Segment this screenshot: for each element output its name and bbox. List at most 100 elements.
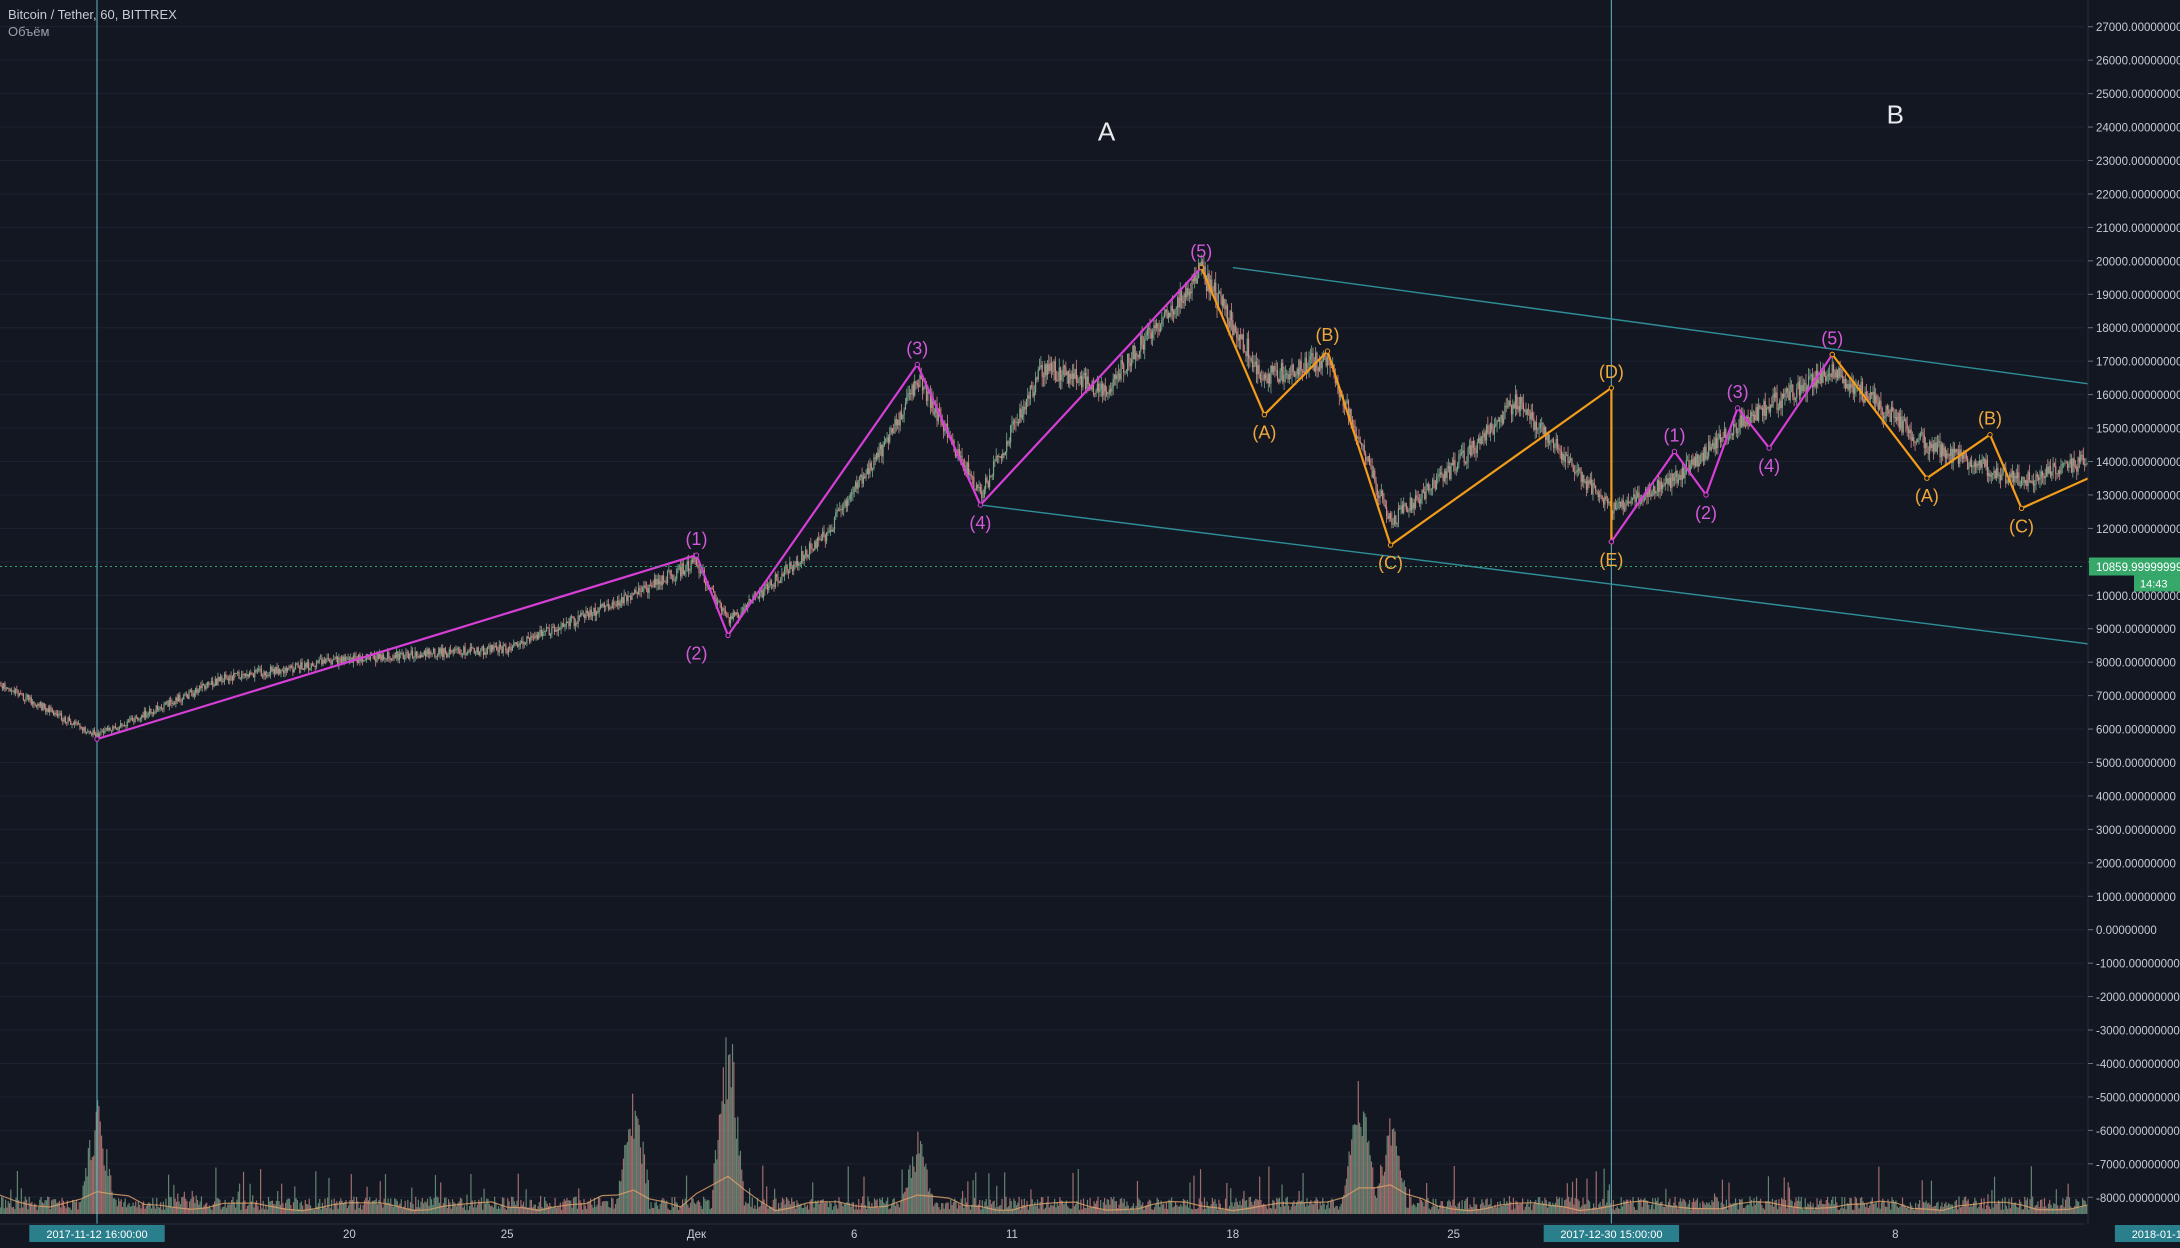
volume-bar [1493,1208,1494,1214]
volume-bar [156,1198,157,1214]
volume-bar [100,1122,101,1214]
volume-bar [953,1202,954,1214]
volume-bar [334,1199,335,1214]
volume-bar [1511,1210,1512,1214]
volume-bar [494,1197,495,1214]
candle-body [1214,283,1215,292]
volume-bar [1835,1197,1836,1214]
volume-bar [157,1207,158,1214]
volume-bar [1100,1200,1101,1214]
volume-bar [1890,1210,1891,1214]
volume-bar [573,1198,574,1214]
volume-bar [1594,1207,1595,1214]
volume-bar [1653,1209,1654,1214]
candle-body [25,697,26,701]
volume-bar [1777,1209,1778,1214]
candle-body [404,658,405,659]
candle-body [329,660,330,662]
volume-bar [1444,1209,1445,1214]
candle-body [1508,401,1509,407]
volume-bar [1109,1205,1110,1214]
volume-bar [763,1199,764,1214]
candle-body [918,385,919,387]
volume-bar [1033,1206,1034,1214]
candle-body [15,689,16,693]
volume-bar [1786,1208,1787,1214]
volume-bar [645,1183,646,1214]
volume-bar [1667,1206,1668,1214]
candle-body [221,677,222,683]
candle-body [564,626,565,627]
candle-body [893,433,894,434]
volume-bar [1617,1206,1618,1214]
candle-body [762,590,763,597]
volume-bar [0,1207,1,1214]
volume-bar [1136,1206,1137,1214]
volume-bar [1267,1209,1268,1214]
candle-body [65,718,66,722]
candle-body [1378,495,1379,498]
candle-body [1082,375,1083,387]
candle-body [288,668,289,669]
candle-body [549,628,550,635]
volume-bar [2008,1199,2009,1214]
candle-body [184,694,185,695]
volume-bar [1341,1204,1342,1214]
candle-body [538,633,539,639]
volume-bar [449,1202,450,1214]
candle-body [1531,412,1532,419]
volume-bar [938,1207,939,1214]
volume-bar [1287,1197,1288,1214]
volume-bar [512,1197,513,1214]
volume-bar [478,1200,479,1214]
volume-bar [320,1209,321,1214]
candle-body [664,581,665,583]
volume-bar [874,1198,875,1214]
candle-body [810,543,811,548]
volume-bar [1429,1208,1430,1214]
volume-bar [1087,1200,1088,1214]
volume-bar [1354,1124,1355,1214]
candle-body [879,449,880,457]
candle-body [1084,373,1085,375]
candle-body [923,387,924,390]
candle-body [614,604,615,605]
volume-bar [1387,1136,1388,1214]
volume-bar [892,1199,893,1214]
candle-body [1086,376,1087,388]
candle-body [823,532,824,535]
candle-body [345,657,346,661]
candle-body [1036,378,1037,379]
candle-body [194,693,195,696]
volume-bar [1877,1208,1878,1214]
candle-body [20,693,21,694]
volume-bar [1859,1209,1860,1214]
volume-bar [652,1208,653,1214]
candle-body [39,704,40,706]
volume-bar [553,1207,554,1214]
candle-body [1069,374,1070,384]
volume-bar [1421,1200,1422,1214]
volume-bar [616,1199,617,1214]
candle-body [1159,329,1160,331]
volume-bar [1803,1210,1804,1214]
volume-bar [1519,1203,1520,1214]
volume-bar [152,1198,153,1214]
candle-body [324,660,325,663]
volume-bar [1157,1198,1158,1214]
candle-body [528,636,529,638]
volume-bar [1547,1208,1548,1214]
volume-bar [1080,1200,1081,1214]
volume-bar [1714,1194,1715,1214]
candle-body [392,659,393,660]
volume-bar [477,1205,478,1214]
candle-body [1379,496,1380,498]
candle-body [989,476,990,488]
candle-body [902,415,903,419]
candle-body [1024,407,1025,409]
volume-bar [1122,1203,1123,1214]
volume-bar [950,1200,951,1214]
candle-body [825,535,826,541]
